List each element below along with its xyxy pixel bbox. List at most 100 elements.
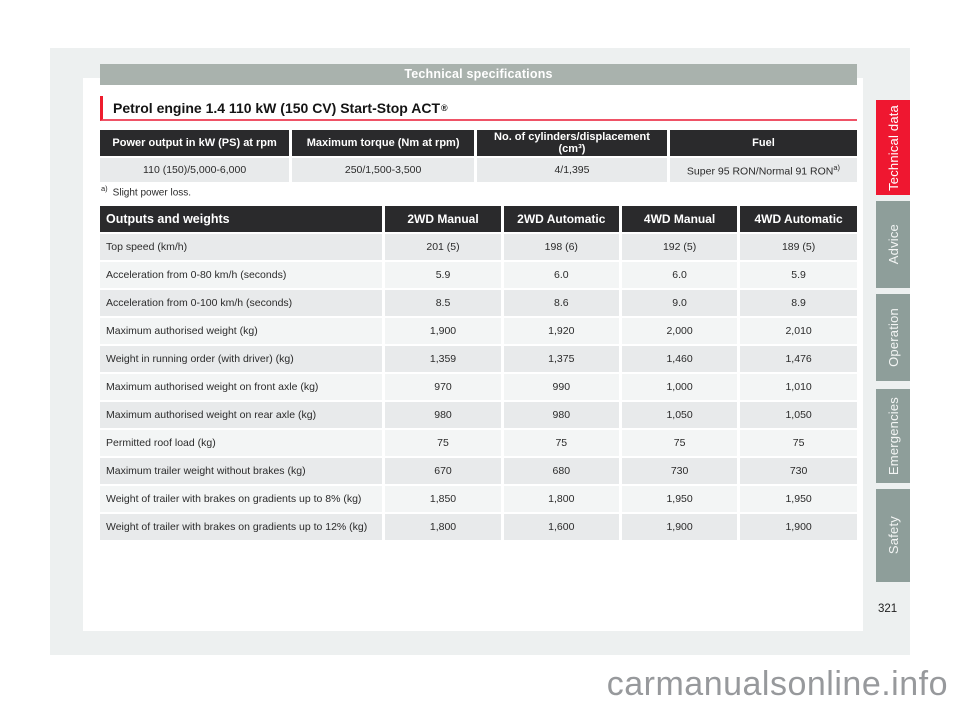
cell: 6.0 xyxy=(618,260,739,289)
cell: 1,900 xyxy=(382,316,503,345)
footnote-marker: a) xyxy=(833,162,841,172)
cell: 1,800 xyxy=(382,512,503,540)
sidebar-tab-technical-data[interactable]: Technical data xyxy=(876,100,910,195)
column-header-outputs: Outputs and weights xyxy=(100,206,384,233)
sidebar-tab-label: Operation xyxy=(885,308,901,367)
footnote: a) Slight power loss. xyxy=(101,184,191,198)
cell: 980 xyxy=(382,400,503,429)
sidebar-tab-operation[interactable]: Operation xyxy=(876,294,910,381)
cell: 201 (5) xyxy=(382,232,503,261)
table-row: Maximum authorised weight on front axle … xyxy=(100,372,857,401)
table-row: Permitted roof load (kg) 75 75 75 75 xyxy=(100,428,857,457)
cell: 5.9 xyxy=(737,260,857,289)
row-label: Weight in running order (with driver) (k… xyxy=(100,344,384,373)
row-label: Maximum authorised weight (kg) xyxy=(100,316,384,345)
row-label: Permitted roof load (kg) xyxy=(100,428,384,457)
cell: 198 (6) xyxy=(500,232,621,261)
row-label: Top speed (km/h) xyxy=(100,232,384,261)
page-number: 321 xyxy=(878,603,898,615)
cell: 980 xyxy=(500,400,621,429)
cell: 1,600 xyxy=(500,512,621,540)
row-label: Weight of trailer with brakes on gradien… xyxy=(100,512,384,540)
cell: 9.0 xyxy=(618,288,739,317)
cell: 75 xyxy=(382,428,503,457)
cell-fuel: Super 95 RON/Normal 91 RONa) xyxy=(666,156,857,182)
cell: 970 xyxy=(382,372,503,401)
row-label: Maximum authorised weight on front axle … xyxy=(100,372,384,401)
cell: 1,850 xyxy=(382,484,503,513)
outputs-weights-table: Outputs and weights 2WD Manual 2WD Autom… xyxy=(100,206,857,540)
chapter-header-bar: Technical specifications xyxy=(100,64,857,85)
section-title-text: Petrol engine 1.4 110 kW (150 CV) Start-… xyxy=(113,99,441,116)
registered-trademark-symbol: ® xyxy=(441,102,448,113)
column-header-2wd-manual: 2WD Manual xyxy=(382,206,503,233)
cell: 1,800 xyxy=(500,484,621,513)
cell: 1,900 xyxy=(737,512,857,540)
cell: 189 (5) xyxy=(737,232,857,261)
cell: 8.5 xyxy=(382,288,503,317)
table-row: 110 (150)/5,000-6,000 250/1,500-3,500 4/… xyxy=(100,156,857,182)
cell: 1,950 xyxy=(737,484,857,513)
cell: 192 (5) xyxy=(618,232,739,261)
column-header-4wd-manual: 4WD Manual xyxy=(618,206,739,233)
cell: 680 xyxy=(500,456,621,485)
cell: 1,010 xyxy=(737,372,857,401)
column-header-torque: Maximum torque (Nm at rpm) xyxy=(289,130,476,157)
column-header-cylinders: No. of cylinders/displacement (cm³) xyxy=(473,130,669,157)
table-row: Weight in running order (with driver) (k… xyxy=(100,344,857,373)
column-header-power: Power output in kW (PS) at rpm xyxy=(100,130,291,157)
table-row: Weight of trailer with brakes on gradien… xyxy=(100,484,857,513)
cell: 2,000 xyxy=(618,316,739,345)
row-label: Maximum trailer weight without brakes (k… xyxy=(100,456,384,485)
cell: 730 xyxy=(618,456,739,485)
sidebar-tab-safety[interactable]: Safety xyxy=(876,489,910,582)
cell: 2,010 xyxy=(737,316,857,345)
footnote-marker: a) xyxy=(101,184,108,193)
cell: 5.9 xyxy=(382,260,503,289)
cell: 1,920 xyxy=(500,316,621,345)
cell: 8.6 xyxy=(500,288,621,317)
footnote-text: Slight power loss. xyxy=(112,187,192,199)
cell: 670 xyxy=(382,456,503,485)
table-row: Maximum authorised weight (kg) 1,900 1,9… xyxy=(100,316,857,345)
section-title: Petrol engine 1.4 110 kW (150 CV) Start-… xyxy=(100,96,857,121)
cell-torque: 250/1,500-3,500 xyxy=(289,156,476,182)
column-header-2wd-automatic: 2WD Automatic xyxy=(500,206,621,233)
row-label: Acceleration from 0-100 km/h (seconds) xyxy=(100,288,384,317)
table-header-row: Power output in kW (PS) at rpm Maximum t… xyxy=(100,130,857,157)
cell: 1,900 xyxy=(618,512,739,540)
cell: 1,000 xyxy=(618,372,739,401)
sidebar-tab-label: Technical data xyxy=(885,104,901,191)
cell: 1,950 xyxy=(618,484,739,513)
cell: 1,476 xyxy=(737,344,857,373)
watermark: carmanualsonline.info xyxy=(606,665,948,703)
cell: 1,460 xyxy=(618,344,739,373)
table-row: Maximum authorised weight on rear axle (… xyxy=(100,400,857,429)
column-header-4wd-automatic: 4WD Automatic xyxy=(737,206,857,233)
cell-power: 110 (150)/5,000-6,000 xyxy=(100,156,291,182)
cell: 1,375 xyxy=(500,344,621,373)
cell: 6.0 xyxy=(500,260,621,289)
cell: 1,359 xyxy=(382,344,503,373)
cell: 75 xyxy=(618,428,739,457)
table-row: Acceleration from 0-100 km/h (seconds) 8… xyxy=(100,288,857,317)
cell: 1,050 xyxy=(737,400,857,429)
table-row: Top speed (km/h) 201 (5) 198 (6) 192 (5)… xyxy=(100,232,857,261)
cell: 75 xyxy=(737,428,857,457)
sidebar-tab-label: Advice xyxy=(885,224,901,265)
cell-cylinders: 4/1,395 xyxy=(473,156,669,182)
sidebar-tab-advice[interactable]: Advice xyxy=(876,201,910,288)
column-header-fuel: Fuel xyxy=(666,130,857,157)
sidebar-tab-emergencies[interactable]: Emergencies xyxy=(876,389,910,483)
table-header-row: Outputs and weights 2WD Manual 2WD Autom… xyxy=(100,206,857,233)
cell: 8.9 xyxy=(737,288,857,317)
sidebar-tab-label: Emergencies xyxy=(885,396,901,476)
table-row: Acceleration from 0-80 km/h (seconds) 5.… xyxy=(100,260,857,289)
sidebar-tab-label: Safety xyxy=(885,516,901,555)
row-label: Maximum authorised weight on rear axle (… xyxy=(100,400,384,429)
table-row: Maximum trailer weight without brakes (k… xyxy=(100,456,857,485)
row-label: Weight of trailer with brakes on gradien… xyxy=(100,484,384,513)
table-row: Weight of trailer with brakes on gradien… xyxy=(100,512,857,540)
cell: 1,050 xyxy=(618,400,739,429)
